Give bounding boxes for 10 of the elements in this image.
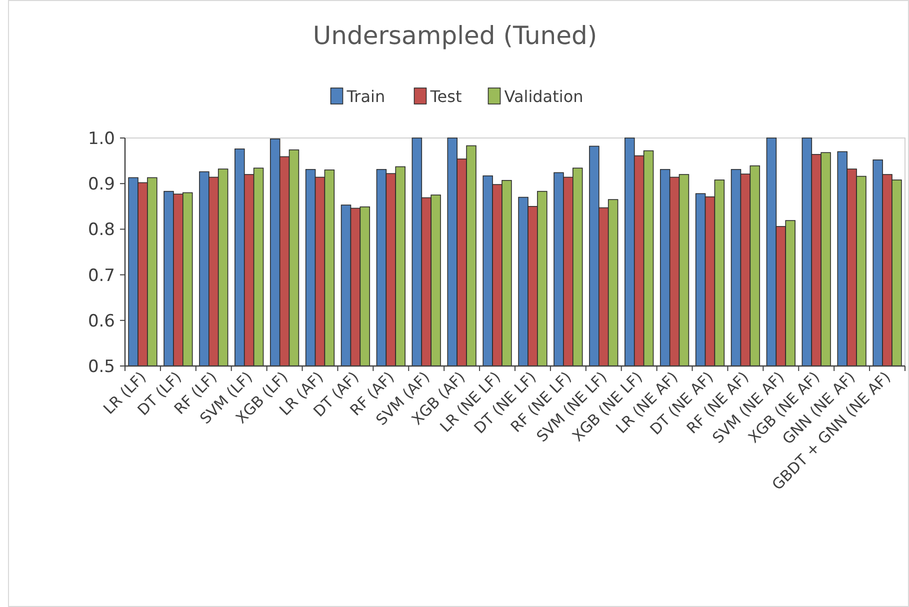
- y-tick-label: 0.6: [88, 311, 115, 332]
- chart-title: Undersampled (Tuned): [312, 21, 598, 50]
- legend-label: Validation: [504, 87, 584, 106]
- y-tick-label: 0.7: [88, 266, 115, 286]
- y-tick-label: 0.8: [88, 220, 115, 240]
- legend-label: Train: [346, 87, 386, 106]
- y-tick-label: 1.0: [88, 128, 115, 149]
- y-tick-label: 0.5: [88, 356, 115, 377]
- y-tick-label: 0.9: [88, 174, 115, 195]
- legend-label: Test: [429, 87, 462, 106]
